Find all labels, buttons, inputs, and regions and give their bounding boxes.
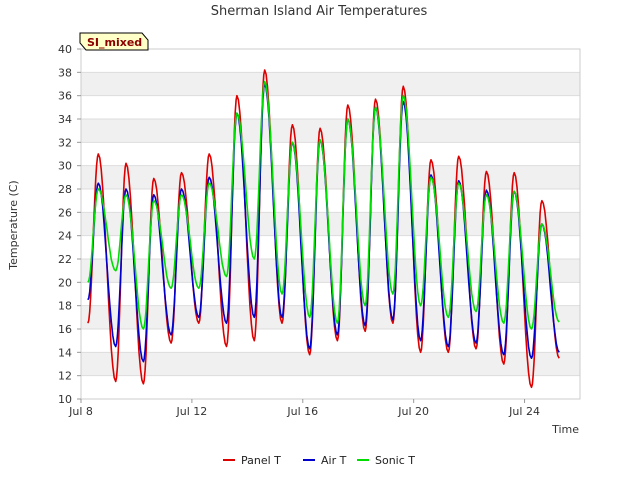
station-badge: SI_mixed — [79, 32, 149, 51]
legend: Panel T Air T Sonic T — [223, 454, 415, 467]
legend-label: Sonic T — [375, 454, 415, 467]
plot-frame — [80, 48, 581, 400]
y-tick-label: 36 — [58, 90, 72, 103]
grid-band — [81, 142, 580, 166]
y-tick-label: 12 — [58, 370, 72, 383]
y-tick-label: 14 — [58, 346, 72, 359]
grid-band — [81, 49, 580, 73]
badge-box — [79, 32, 149, 51]
y-tick-label: 34 — [58, 113, 72, 126]
x-tick-label: Jul 8 — [68, 405, 93, 418]
grid-band — [81, 352, 580, 376]
x-tick-label: Jul 24 — [508, 405, 540, 418]
grid-band — [81, 72, 580, 96]
y-tick-label: 30 — [58, 160, 72, 173]
series-line-sonic-t — [87, 80, 560, 330]
x-tick-label: Jul 16 — [286, 405, 318, 418]
grid-band — [81, 329, 580, 353]
y-tick-label: 28 — [58, 183, 72, 196]
x-axis-label: Time — [551, 423, 579, 436]
y-axis-ticks: 10 12 14 16 18 20 22 24 26 28 30 32 34 36 38 40 — [58, 43, 81, 406]
y-tick-label: 10 — [58, 393, 72, 406]
grid-band — [81, 305, 580, 329]
grid-band — [81, 119, 580, 143]
y-tick-label: 26 — [58, 206, 72, 219]
x-axis-ticks: Jul 8 Jul 12 Jul 16 Jul 20 Jul 24 — [68, 399, 540, 418]
y-tick-label: 18 — [58, 300, 72, 313]
y-tick-label: 20 — [58, 276, 72, 289]
y-axis-label: Temperature (C) — [7, 180, 20, 270]
x-tick-label: Jul 20 — [397, 405, 429, 418]
y-tick-label: 32 — [58, 136, 72, 149]
y-tick-label: 24 — [58, 230, 72, 243]
y-tick-label: 38 — [58, 66, 72, 79]
badge-label: SI_mixed — [87, 36, 142, 49]
grid-band — [81, 282, 580, 306]
grid-band — [81, 212, 580, 236]
y-tick-label: 40 — [58, 43, 72, 56]
grid-band — [81, 375, 580, 399]
series-layer — [87, 69, 560, 389]
legend-label: Panel T — [241, 454, 281, 467]
y-tick-label: 16 — [58, 323, 72, 336]
grid-band — [81, 95, 580, 119]
y-tick-label: 22 — [58, 253, 72, 266]
chart-title: Sherman Island Air Temperatures — [211, 4, 428, 19]
legend-label: Air T — [321, 454, 347, 467]
x-tick-label: Jul 12 — [176, 405, 208, 418]
